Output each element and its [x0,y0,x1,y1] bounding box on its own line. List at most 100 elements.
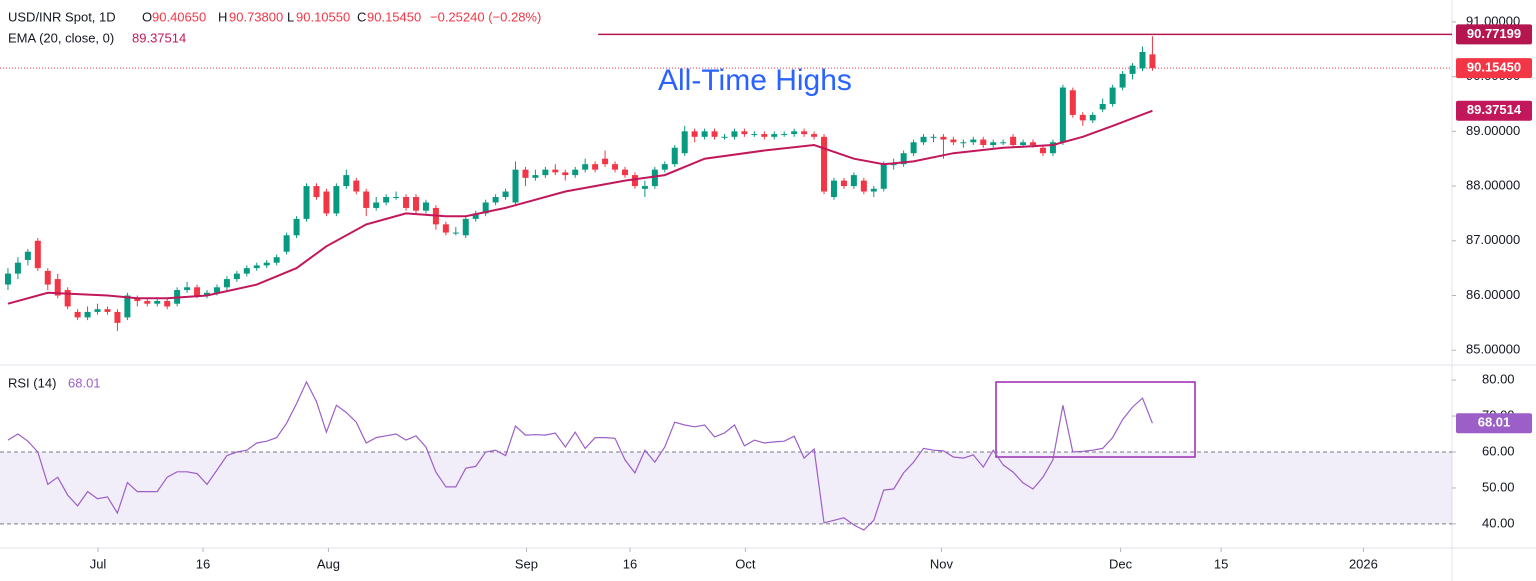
y-tick-label: 86.00000 [1466,287,1520,302]
candle-body [502,191,509,198]
candle-body [313,186,320,198]
candle-body [64,290,71,307]
candle-body [612,164,619,170]
candle-body [870,188,877,192]
x-tick-label: Sep [515,556,538,571]
candle-body [1020,142,1027,146]
candle-body [830,180,837,198]
rsi-legend-value: 68.01 [68,375,101,390]
candle-body [114,311,121,323]
x-tick-label: Dec [1109,556,1133,571]
candle-body [910,142,917,154]
candle-body [990,142,997,146]
candle-body [801,131,808,135]
candle-body [582,164,589,170]
candle-body [213,287,220,293]
candle-body [144,300,151,304]
x-tick-label: Aug [317,556,340,571]
candle-body [184,287,191,291]
close-key: C [357,9,366,24]
y-tick-label: 85.00000 [1466,342,1520,357]
candle-body [1000,142,1007,144]
candle-body [333,186,340,214]
candle-body [84,311,91,318]
rsi-tick-label: 40.00 [1482,515,1515,530]
candle-body [124,295,131,318]
candle-body [522,169,529,178]
candle-body [243,268,250,274]
candle-body [950,139,957,143]
candle-body [482,202,489,214]
high-badge: 90.77199 [1467,26,1521,41]
candle-body [54,279,61,296]
candle-body [572,169,579,176]
candle-body [462,218,469,236]
candle-body [850,175,857,187]
candle-body [980,139,987,146]
candle-body [422,202,429,211]
candle-body [552,169,559,173]
rsi-tick-label: 80.00 [1482,372,1515,387]
candle-body [970,139,977,143]
high-key: H [218,9,227,24]
candle-body [741,131,748,135]
candle-body [1129,65,1136,74]
candle-body [791,131,798,135]
candle-body [860,180,867,192]
candle-body [303,186,310,219]
rsi-legend: RSI (14) [8,375,56,390]
candle-body [542,169,549,176]
x-tick-label: 15 [1214,556,1228,571]
candle-body [711,131,718,137]
candle-body [253,265,260,269]
candle-body [343,175,350,187]
ema-line [7,109,1153,305]
candle-body [1119,73,1126,88]
rsi-tick-label: 50.00 [1482,479,1515,494]
candle-body [900,153,907,165]
x-tick-label: Nov [930,556,954,571]
candle-body [1149,54,1156,69]
candle-body [890,164,897,166]
candle-body [383,197,390,203]
candle-body [701,131,708,137]
candle-body [94,309,101,312]
x-tick-label: 16 [196,556,210,571]
candle-body [512,169,519,203]
candle-body [1010,136,1017,146]
candle-body [621,169,628,176]
candle-body [164,300,171,307]
candle-body [1089,114,1096,121]
candle-body [263,262,270,266]
x-tick-label: Oct [735,556,756,571]
y-tick-label: 87.00000 [1466,232,1520,247]
candle-body [811,134,818,137]
candle-body [532,175,539,178]
candle-body [273,257,280,263]
candle-body [1069,90,1076,115]
candle-body [960,142,967,144]
ema-legend-value: 89.37514 [132,30,186,45]
x-tick-label: 16 [623,556,637,571]
y-tick-label: 88.00000 [1466,177,1520,192]
candle-body [1079,114,1086,121]
rsi-badge: 68.01 [1478,415,1511,430]
candle-body [880,164,887,189]
high-value: 90.73800 [229,9,283,24]
candle-body [840,180,847,187]
candle-body [771,134,778,137]
candle-body [204,292,211,296]
candle-body [940,136,947,140]
candle-body [34,240,41,269]
candle-body [821,136,828,192]
candle-body [592,164,599,170]
candle-body [920,136,927,143]
candle-body [154,300,161,304]
change-value: −0.25240 (−0.28%) [430,9,541,24]
low-key: L [287,9,294,24]
candle-body [1039,147,1046,154]
candle-body [452,232,459,234]
open-value: 90.40650 [152,9,206,24]
candle-body [641,186,648,189]
